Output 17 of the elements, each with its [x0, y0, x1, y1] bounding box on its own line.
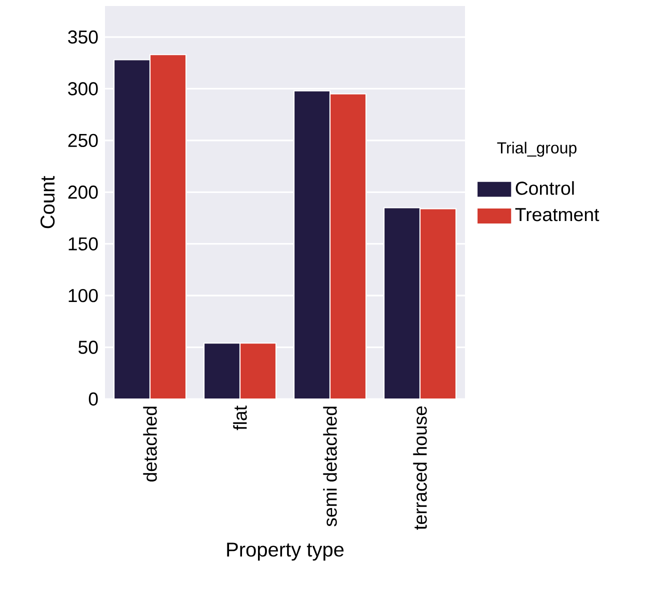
legend-title: Trial_group	[497, 142, 576, 157]
y-tick-label: 250	[68, 134, 98, 148]
x-tick-label: flat	[233, 406, 247, 430]
y-tick-label: 50	[78, 340, 98, 354]
y-tick-label: 350	[68, 30, 98, 44]
x-tick-label: semi detached	[323, 406, 337, 526]
y-tick-label: 0	[88, 392, 98, 406]
y-tick-label: 100	[68, 288, 98, 302]
y-axis-title: Count	[40, 176, 55, 228]
y-tick-label: 150	[68, 237, 98, 250]
y-tick-label: 200	[68, 186, 98, 199]
y-tick-label: 300	[68, 82, 98, 96]
x-tick-label: terraced house	[413, 406, 427, 530]
legend-label: Treatment	[515, 208, 600, 222]
legend-label: Control	[516, 181, 574, 195]
x-tick-label: detached	[143, 406, 157, 482]
x-axis-title: Property type	[227, 542, 344, 561]
